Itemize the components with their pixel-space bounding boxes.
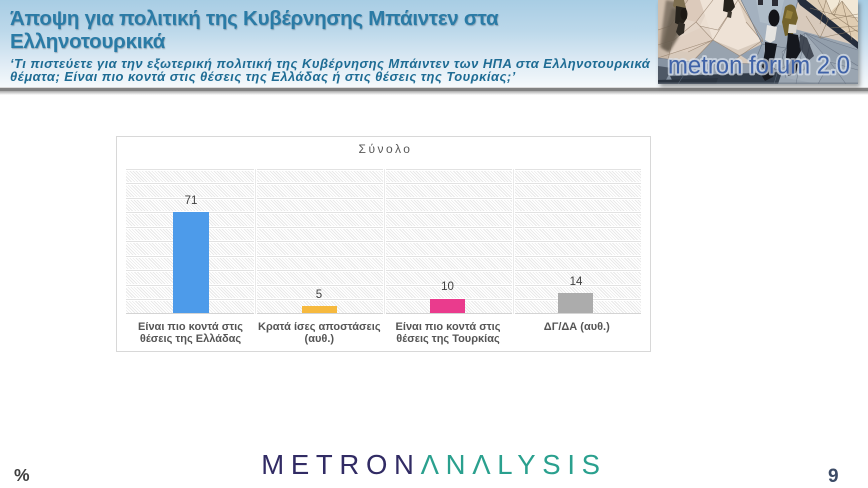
svg-text:metron forum 2.0: metron forum 2.0 — [668, 52, 850, 80]
svg-text:metron forum 2.0: metron forum 2.0 — [668, 52, 850, 80]
